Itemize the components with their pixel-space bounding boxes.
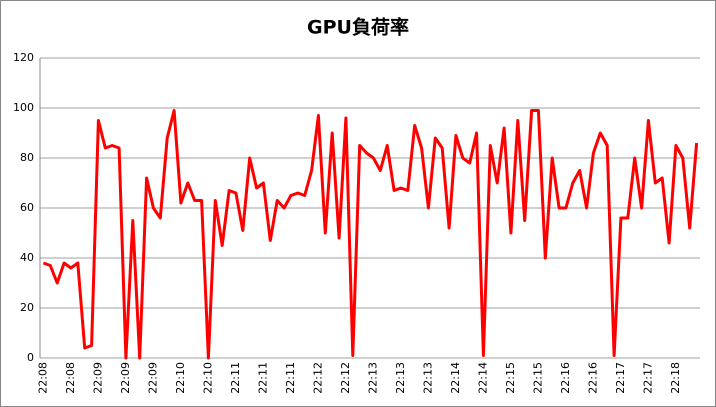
x-tick-label: 22:10 [201,362,214,394]
y-tick-label: 120 [13,51,34,64]
data-line [42,109,699,360]
x-tick-label: 22:13 [366,362,379,394]
x-tick-label: 22:17 [641,362,654,394]
y-tick-label: 0 [27,351,34,364]
x-tick-label: 22:09 [119,362,132,394]
y-tick-label: 100 [13,101,34,114]
x-tick-label: 22:18 [669,362,682,394]
x-tick-label: 22:08 [36,362,49,394]
x-tick-label: 22:09 [146,362,159,394]
x-tick-label: 22:11 [256,362,269,394]
y-tick-label: 40 [20,251,34,264]
x-tick-label: 22:10 [174,362,187,394]
x-tick-label: 22:12 [311,362,324,394]
x-tick-label: 22:12 [339,362,352,394]
x-tick-label: 22:13 [394,362,407,394]
x-tick-label: 22:16 [559,362,572,394]
x-tick-label: 22:14 [476,362,489,394]
y-tick-label: 60 [20,201,34,214]
x-tick-label: 22:11 [284,362,297,394]
x-tick-label: 22:16 [586,362,599,394]
x-tick-label: 22:14 [449,362,462,394]
x-tick-label: 22:09 [91,362,104,394]
x-tick-label: 22:11 [229,362,242,394]
x-tick-label: 22:17 [614,362,627,394]
y-tick-label: 20 [20,301,34,314]
x-tick-label: 22:08 [64,362,77,394]
x-tick-label: 22:15 [531,362,544,394]
x-tick-label: 22:13 [421,362,434,394]
y-tick-label: 80 [20,151,34,164]
chart-title: GPU負荷率 [307,16,409,39]
x-tick-label: 22:15 [504,362,517,394]
